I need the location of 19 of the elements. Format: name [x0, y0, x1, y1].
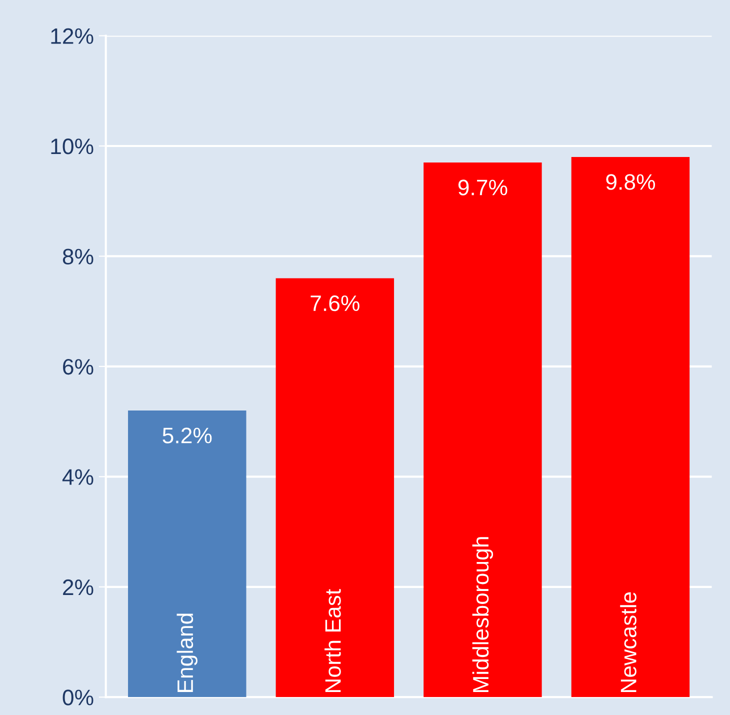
y-tick-label: 10%	[51, 138, 94, 154]
bar	[424, 162, 542, 698]
x-tick-label: North East	[324, 589, 341, 692]
y-tick-label: 8%	[62, 248, 94, 264]
y-tick-label: 6%	[63, 358, 94, 375]
data-label: 7.6%	[310, 295, 360, 312]
y-tick-label: 2%	[63, 579, 94, 596]
x-tick-label: Newcastle	[620, 592, 636, 692]
data-label: 9.8%	[606, 174, 656, 190]
y-tick-label: 4%	[62, 469, 94, 485]
bar	[571, 157, 690, 698]
y-tick-label: 12%	[51, 28, 94, 44]
data-label: 5.2%	[162, 428, 212, 444]
x-tick-label: England	[176, 614, 198, 692]
x-tick-label: Middlesborough	[472, 537, 494, 692]
data-label: 9.7%	[458, 180, 508, 196]
y-tick-label: 0%	[62, 690, 94, 706]
bar	[276, 278, 394, 698]
bar	[128, 410, 246, 698]
